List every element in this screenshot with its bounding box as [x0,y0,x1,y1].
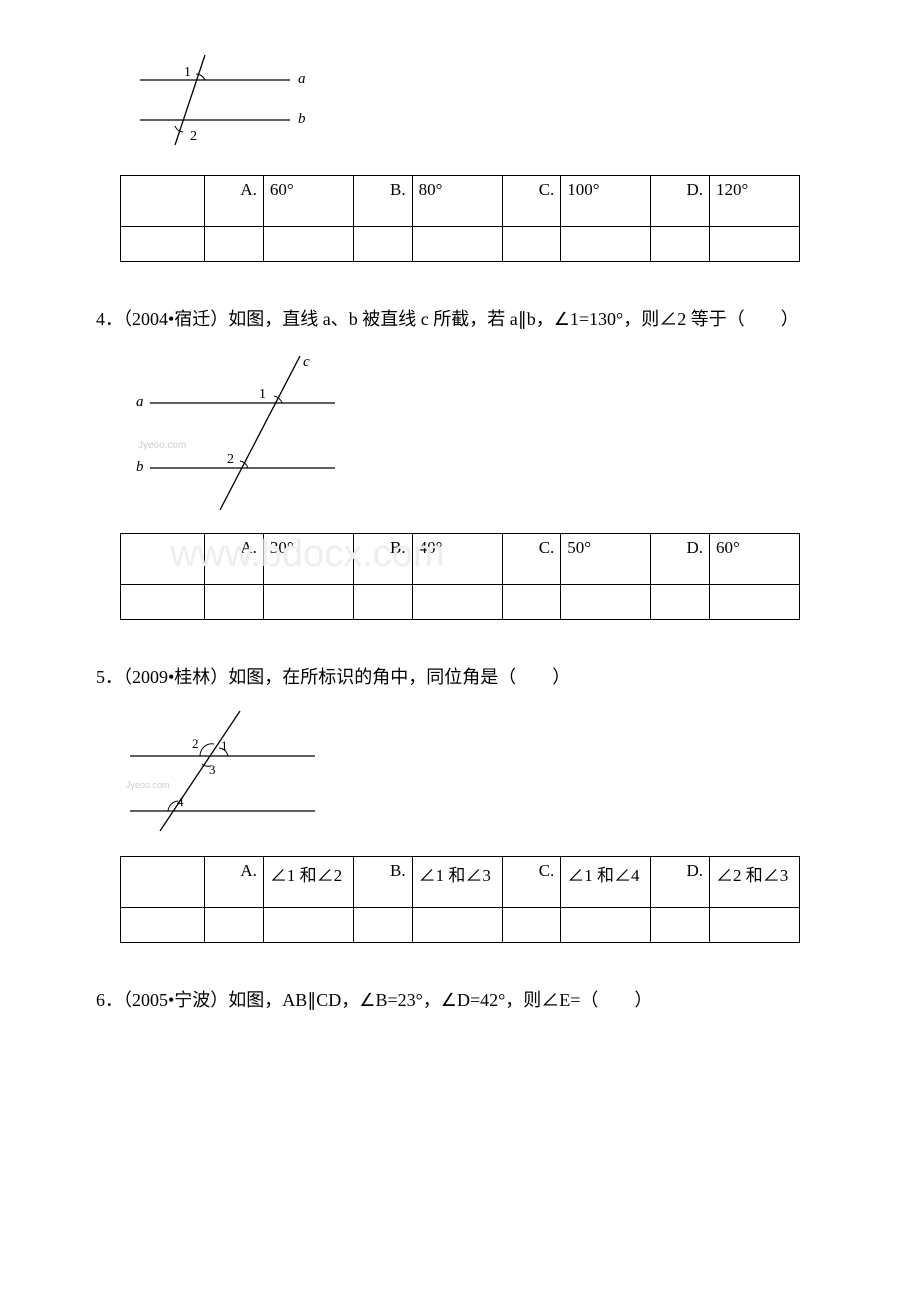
table-cell [263,585,353,620]
table-cell [263,227,353,262]
angle-2-label: 2 [190,129,197,144]
angle-3-label: 3 [209,762,216,777]
jyeoo-watermark: Jyeoo.com [126,780,170,790]
table-cell [353,908,412,943]
option-value: 80° [412,176,502,227]
option-letter: C. [502,534,561,585]
table-cell [121,534,205,585]
option-letter: A. [205,857,264,908]
table-cell [561,585,651,620]
q5-options-table: A. ∠1 和∠2 B. ∠1 和∠3 C. ∠1 和∠4 D. ∠2 和∠3 [120,856,800,943]
option-letter: B. [353,534,412,585]
option-value: 100° [561,176,651,227]
option-value: ∠1 和∠4 [561,857,651,908]
table-cell [205,227,264,262]
option-letter: D. [651,534,710,585]
table-cell [353,585,412,620]
option-value: 60° [263,176,353,227]
angle-4-label: 4 [177,794,184,809]
table-cell [121,227,205,262]
table-cell [709,908,799,943]
line-c-label: c [303,354,310,370]
option-letter: A. [205,534,264,585]
option-value: 60° [709,534,799,585]
line-a-label: a [136,394,144,410]
table-cell [121,176,205,227]
table-cell [412,908,502,943]
option-letter: C. [502,176,561,227]
table-cell [412,227,502,262]
q4-text: 4．（2004•宿迁）如图，直线 a、b 被直线 c 所截，若 a∥b，∠1=1… [60,302,860,336]
table-cell [709,227,799,262]
angle-2-label: 2 [192,736,199,751]
table-cell [502,585,561,620]
option-value: 50° [561,534,651,585]
table-cell [412,585,502,620]
table-cell [502,908,561,943]
table-cell [205,585,264,620]
q4-options-table: A. 30° B. 40° C. 50° D. 60° [120,533,800,620]
option-value: ∠1 和∠3 [412,857,502,908]
q6-text: 6．（2005•宁波）如图，AB∥CD，∠B=23°，∠D=42°，则∠E=（ … [60,983,860,1017]
option-value: 30° [263,534,353,585]
option-letter: C. [502,857,561,908]
table-cell [561,908,651,943]
table-cell [121,908,205,943]
angle-1-label: 1 [259,387,266,402]
table-cell [651,908,710,943]
line-b-label: b [136,459,144,475]
option-letter: A. [205,176,264,227]
q5-text: 5．（2009•桂林）如图，在所标识的角中，同位角是（ ） [60,660,860,694]
option-letter: B. [353,176,412,227]
option-value: 120° [709,176,799,227]
table-cell [651,227,710,262]
line-b-label: b [298,111,306,127]
table-cell [353,227,412,262]
option-letter: D. [651,857,710,908]
table-cell [502,227,561,262]
table-cell [263,908,353,943]
table-cell [121,585,205,620]
option-value: ∠1 和∠2 [263,857,353,908]
line-a-label: a [298,71,306,87]
option-letter: D. [651,176,710,227]
option-letter: B. [353,857,412,908]
jyeoo-watermark: Jyeoo.com [138,440,186,451]
table-cell [709,585,799,620]
angle-1-label: 1 [221,738,228,753]
table-cell [651,585,710,620]
q4-diagram: a b c 1 2 Jyeoo.com [120,348,860,523]
q4-table-wrapper: www.bdocx.com A. 30° B. 40° C. 50° D. 60… [60,533,860,620]
option-value: 40° [412,534,502,585]
angle-2-label: 2 [227,452,234,467]
q3-diagram: a b 1 2 [120,50,860,165]
q3-options-table: A. 60° B. 80° C. 100° D. 120° [120,175,800,262]
angle-1-label: 1 [184,65,191,80]
table-cell [205,908,264,943]
table-cell [561,227,651,262]
table-cell [121,857,205,908]
q5-diagram: 1 2 3 4 Jyeoo.com [120,706,860,846]
option-value: ∠2 和∠3 [709,857,799,908]
